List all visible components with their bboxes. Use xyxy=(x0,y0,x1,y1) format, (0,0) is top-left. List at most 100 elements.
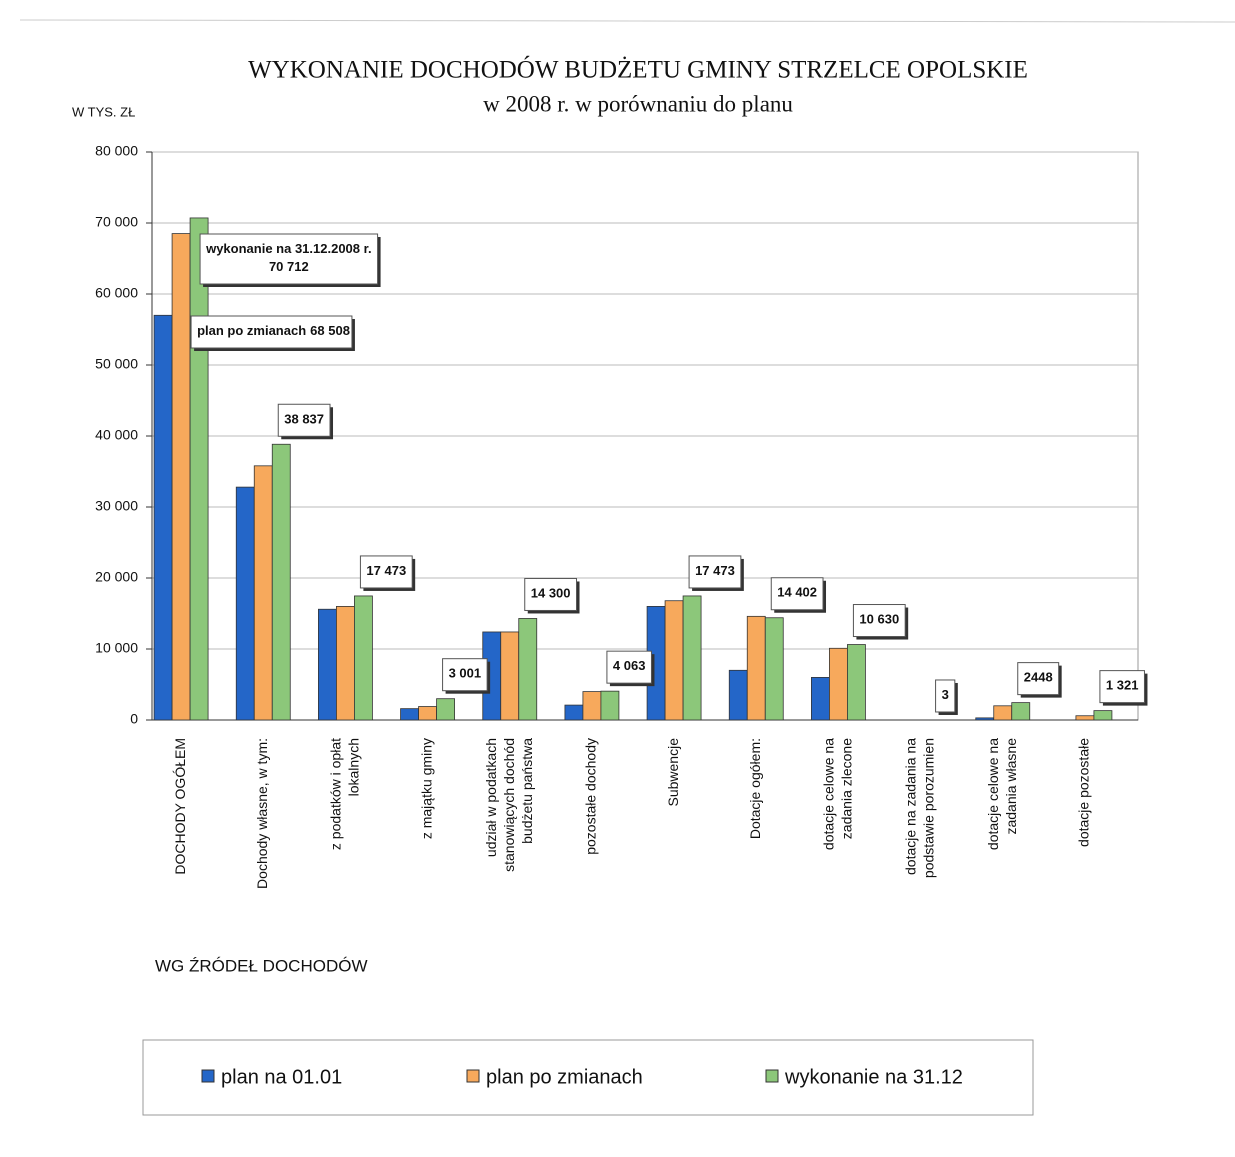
x-tick-label: dotacje celowe na zadania zlecone xyxy=(820,738,854,850)
x-axis-label: WG ŹRÓDEŁ DOCHODÓW xyxy=(155,956,368,975)
bar xyxy=(400,708,419,721)
data-label-text: plan po zmianach 68 508 xyxy=(197,323,350,338)
y-tick-label: 0 xyxy=(130,711,138,727)
x-tick-label-line: podstawie porozumien xyxy=(920,738,936,878)
chart-subtitle: w 2008 r. w porównaniu do planu xyxy=(483,91,793,116)
bar xyxy=(171,233,191,721)
label-box xyxy=(442,658,488,692)
legend-label: plan na 01.01 xyxy=(221,1066,342,1088)
data-label-part: 4 063 xyxy=(613,659,646,674)
label-box xyxy=(277,403,331,437)
legend-swatch xyxy=(201,1069,215,1083)
data-label-part: plan po zmianach xyxy=(197,323,306,338)
data-label-part: 17 473 xyxy=(366,563,406,578)
x-tick-label: pozostałe dochody xyxy=(583,738,599,855)
y-tick-label: 10 000 xyxy=(95,640,138,656)
bar xyxy=(993,705,1013,721)
x-tick-label-line: stanowiących dochód xyxy=(500,738,516,872)
x-tick-label-line: udział w podatkach xyxy=(482,738,498,857)
data-label-part: 2448 xyxy=(1024,670,1053,685)
data-label: 3 001 xyxy=(442,658,491,694)
bar xyxy=(1093,710,1113,721)
data-label: wykonanie na 31.12.2008 r. 70 712 xyxy=(199,233,381,287)
data-label-text: 3 xyxy=(942,687,949,702)
bar xyxy=(271,443,291,721)
label-box xyxy=(524,577,578,611)
x-tick-label: Dotacje ogółem: xyxy=(747,738,763,839)
x-tick-label: Subwencje xyxy=(665,738,681,807)
x-tick-label-line: dotacje na zadania na xyxy=(902,738,918,875)
data-label-part: 3 xyxy=(942,687,949,702)
bar xyxy=(1075,715,1095,721)
bar xyxy=(764,617,784,721)
bar xyxy=(682,595,702,721)
bar xyxy=(664,600,684,721)
data-label: 17 473 xyxy=(688,555,744,591)
x-tick-label-line: dotacje celowe na xyxy=(820,738,836,850)
legend-swatch xyxy=(765,1069,779,1083)
data-label: 4 063 xyxy=(606,650,655,687)
legend xyxy=(142,1039,1034,1116)
label-box xyxy=(1099,670,1145,704)
legend-label: wykonanie na 31.12 xyxy=(784,1066,963,1088)
bar xyxy=(354,595,373,721)
bar xyxy=(1011,702,1031,721)
data-label-part: 10 630 xyxy=(859,612,899,627)
y-tick-label: 50 000 xyxy=(95,356,138,372)
x-tick-label: DOCHODY OGÓŁEM xyxy=(172,738,188,875)
x-tick-label: z podatków i opłat lokalnych xyxy=(327,738,361,850)
data-label-part: 68 508 xyxy=(310,323,350,338)
bar xyxy=(418,706,437,721)
data-label: plan po zmianach 68 508 xyxy=(190,315,355,351)
data-label-text: 17 473 xyxy=(695,563,735,578)
data-label: 17 473 xyxy=(359,555,416,591)
x-tick-label-line: zadania własne xyxy=(1002,738,1018,835)
data-label-text: wykonanie na 31.12.2008 r. xyxy=(205,241,372,256)
data-label-text: 3 001 xyxy=(449,666,482,681)
data-label-part: 38 837 xyxy=(284,412,324,427)
bar xyxy=(500,631,520,721)
bar xyxy=(746,615,766,721)
bar xyxy=(336,606,355,721)
bar xyxy=(436,698,455,721)
data-label: 3 xyxy=(935,679,958,715)
label-box xyxy=(199,233,379,285)
data-label-text: 4 063 xyxy=(613,659,646,674)
y-tick-label: 30 000 xyxy=(95,498,138,514)
data-label-part: 14 402 xyxy=(777,585,817,600)
bar xyxy=(600,690,620,721)
legend-swatch xyxy=(466,1069,480,1083)
x-tick-label-line: dotacje celowe na xyxy=(984,738,1000,850)
data-label-part: 14 300 xyxy=(531,586,571,601)
label-box xyxy=(688,555,742,589)
x-tick-label-line: lokalnych xyxy=(345,738,361,796)
data-label: 38 837 xyxy=(277,403,334,440)
data-label: 14 402 xyxy=(770,577,827,613)
chart-title: WYKONANIE DOCHODÓW BUDŻETU GMINY STRZELC… xyxy=(248,56,1028,84)
data-label-text: 70 712 xyxy=(269,259,309,274)
y-tick-label: 80 000 xyxy=(95,143,138,159)
data-label: 10 630 xyxy=(852,604,909,640)
bar xyxy=(564,704,584,721)
y-tick-label: 40 000 xyxy=(95,427,138,443)
data-label: 14 300 xyxy=(524,577,580,614)
data-label: 2448 xyxy=(1017,662,1062,698)
bar xyxy=(728,669,748,721)
label-box xyxy=(770,577,824,611)
label-box xyxy=(359,555,413,589)
x-tick-label: udział w podatkach stanowiących dochód bud… xyxy=(482,738,534,872)
label-box xyxy=(852,604,906,638)
data-label-text: 1 321 xyxy=(1106,678,1139,693)
legend-label: plan po zmianach xyxy=(486,1066,643,1088)
x-tick-label: dotacje pozostałe xyxy=(1076,738,1092,847)
y-tick-label: 60 000 xyxy=(95,285,138,301)
x-tick-label-line: zadania zlecone xyxy=(838,738,854,839)
bar xyxy=(582,691,602,721)
label-box xyxy=(190,315,353,349)
data-label-text: 10 630 xyxy=(859,612,899,627)
x-tick-label-line: budżetu państwa xyxy=(518,738,534,844)
data-label-part: wykonanie na 31.12.2008 r. xyxy=(205,241,372,256)
bar xyxy=(811,677,830,721)
x-tick-label: dotacje na zadania na podstawie porozumie… xyxy=(902,738,936,878)
